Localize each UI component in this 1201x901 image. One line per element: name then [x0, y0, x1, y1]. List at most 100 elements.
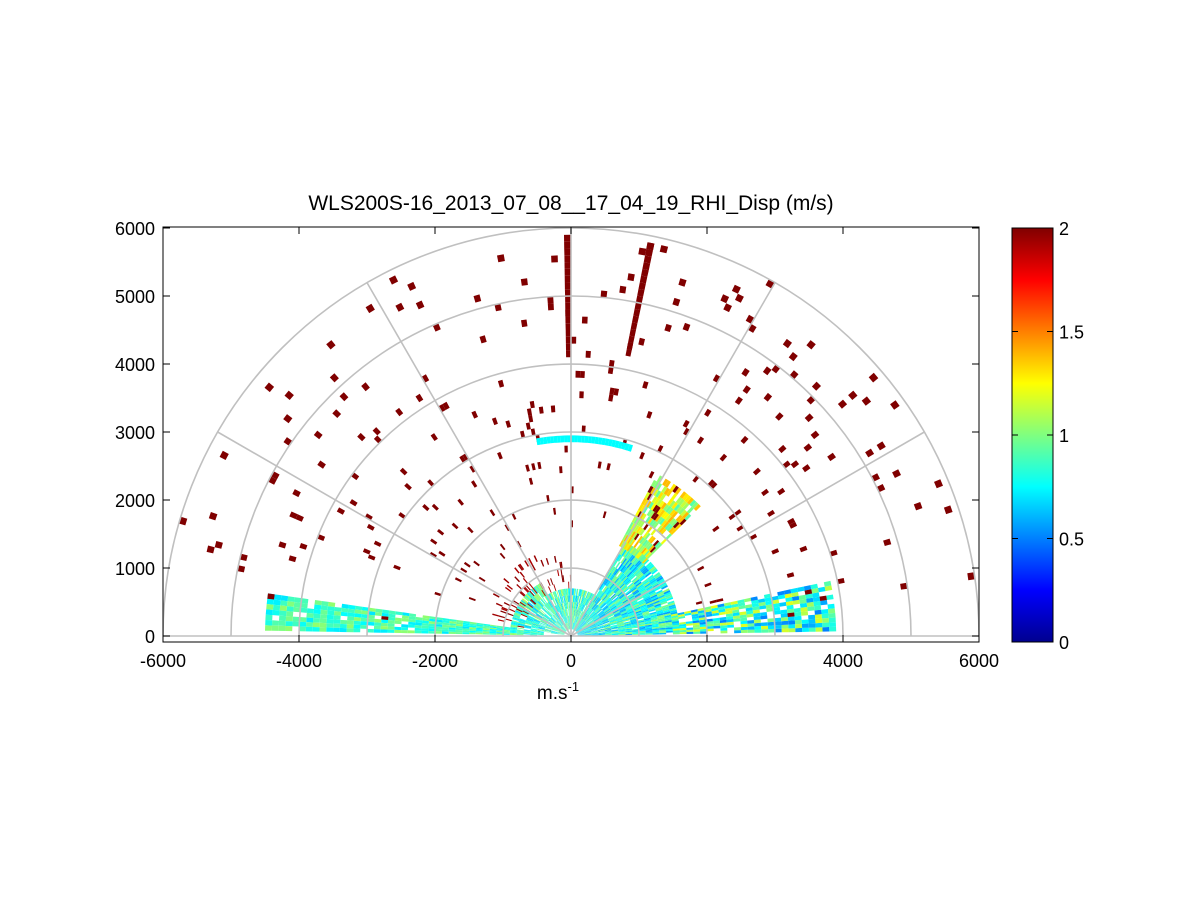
- data-cell: [361, 610, 369, 615]
- data-cell: [644, 491, 651, 500]
- data-cell: [577, 631, 584, 634]
- data-cell: [646, 242, 655, 251]
- data-cell: [684, 610, 692, 614]
- data-cell: [272, 604, 281, 611]
- data-cell: [326, 618, 334, 624]
- data-cell: [348, 604, 356, 610]
- data-cell: [560, 627, 566, 632]
- data-cell: [361, 614, 369, 619]
- data-cell: [512, 618, 519, 621]
- data-cell: [604, 579, 609, 586]
- data-cell: [524, 626, 532, 629]
- data-cell: [679, 627, 687, 631]
- data-cell: [562, 610, 565, 617]
- data-cell: [525, 605, 532, 611]
- data-cell: [547, 594, 552, 601]
- data-cell: [564, 262, 571, 269]
- data-cell: [438, 550, 446, 557]
- data-cell: [654, 541, 661, 548]
- data-cell: [537, 612, 544, 617]
- data-cell: [609, 583, 615, 590]
- data-cell: [554, 623, 561, 628]
- data-cell: [622, 615, 629, 619]
- data-cell: [535, 616, 542, 620]
- data-cell: [589, 625, 597, 629]
- data-cell: [530, 629, 538, 632]
- data-cell: [635, 612, 643, 617]
- data-cell: [566, 609, 569, 616]
- data-cell: [579, 603, 583, 611]
- data-cell: [590, 612, 597, 618]
- data-cell: [621, 597, 628, 602]
- data-cell: [673, 503, 681, 511]
- y-tick-label: 4000: [115, 355, 155, 375]
- data-cell: [274, 594, 282, 601]
- data-cell: [548, 601, 553, 608]
- data-cell: [821, 613, 829, 619]
- data-cell: [611, 630, 619, 632]
- data-cell: [674, 487, 682, 495]
- data-cell: [402, 612, 410, 617]
- y-tick-label: 1000: [115, 559, 155, 579]
- data-cell: [596, 625, 604, 628]
- data-cell: [654, 605, 662, 609]
- data-cell: [624, 443, 630, 451]
- data-cell: [615, 570, 621, 577]
- data-cell: [672, 630, 680, 633]
- data-cell: [636, 615, 644, 619]
- data-cell: [749, 533, 758, 541]
- data-cell: [739, 614, 747, 619]
- data-cell: [591, 613, 597, 619]
- data-cell: [401, 630, 408, 634]
- data-cell: [264, 382, 275, 393]
- data-cell: [536, 602, 543, 608]
- data-cell: [519, 563, 525, 570]
- data-cell: [648, 589, 656, 595]
- data-cell: [582, 613, 587, 620]
- data-cell: [442, 624, 450, 628]
- data-cell: [669, 518, 676, 525]
- data-cell: [640, 547, 647, 554]
- data-cell: [591, 603, 597, 610]
- data-cell: [538, 611, 544, 616]
- data-cell: [619, 609, 627, 613]
- data-cell: [747, 629, 755, 633]
- data-cell: [604, 609, 611, 614]
- data-cell: [602, 606, 609, 611]
- data-cell: [499, 552, 506, 559]
- data-cell: [627, 536, 633, 544]
- data-cell: [700, 631, 707, 634]
- data-cell: [564, 609, 567, 617]
- data-cell: [619, 573, 625, 580]
- data-cell: [632, 630, 639, 632]
- data-cell: [530, 633, 538, 635]
- data-cell: [626, 342, 634, 350]
- data-cell: [619, 583, 625, 589]
- data-cell: [594, 606, 600, 612]
- data-cell: [644, 621, 652, 625]
- data-cell: [208, 512, 218, 521]
- data-cell: [319, 627, 327, 632]
- data-cell: [596, 590, 602, 597]
- data-cell: [585, 599, 590, 606]
- data-cell: [792, 595, 800, 601]
- data-cell: [456, 621, 463, 625]
- data-cell: [636, 572, 643, 578]
- data-cell: [566, 588, 569, 596]
- data-cell: [566, 616, 568, 623]
- data-cell: [490, 624, 497, 627]
- data-cell: [520, 430, 526, 439]
- azimuth-spoke: [570, 282, 776, 637]
- data-cell: [550, 578, 554, 585]
- data-cell: [536, 613, 543, 618]
- data-cell: [568, 595, 570, 603]
- data-cell: [553, 615, 558, 621]
- data-cell: [861, 396, 872, 406]
- data-cell: [583, 626, 590, 630]
- data-cell: [637, 585, 645, 591]
- data-cell: [543, 615, 550, 620]
- data-cell: [347, 616, 355, 621]
- data-cell: [526, 618, 534, 622]
- data-cell: [705, 613, 713, 618]
- data-cell: [652, 504, 659, 512]
